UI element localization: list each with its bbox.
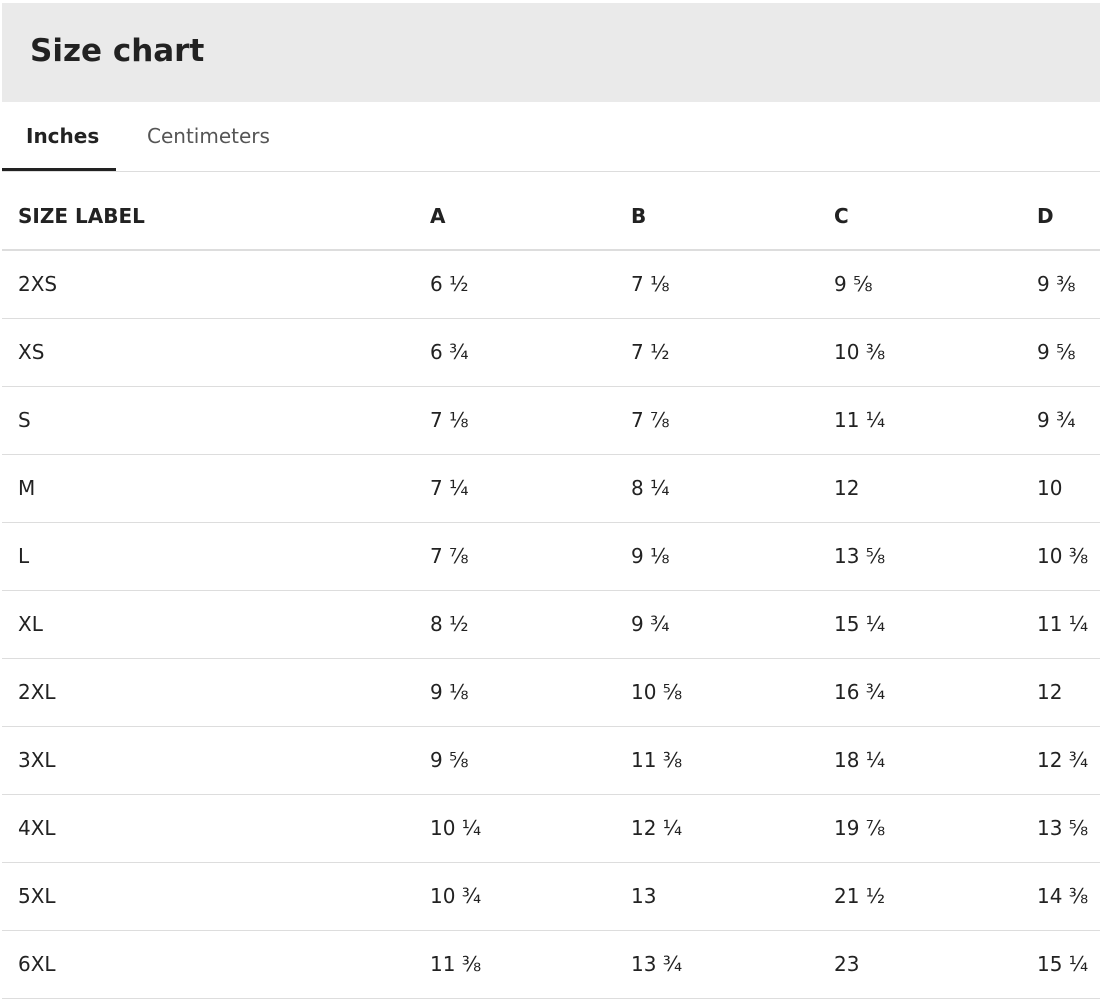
measurement: 6 ½	[430, 272, 469, 296]
measurement: 10 ⅝	[631, 680, 683, 704]
measurement: 10	[1037, 476, 1063, 500]
measurement: 18 ¼	[834, 748, 886, 772]
measurement: 15 ¼	[834, 612, 886, 636]
measurement: 13 ⅝	[1037, 816, 1089, 840]
size-table: SIZE LABEL A B C D 2XS 6 ½ 7 ⅛ 9 ⅝ 9 ⅜ XS 6 ¾ 7 ½ 10 …	[2, 172, 1100, 999]
size-label: 2XS	[18, 272, 58, 296]
measurement: 13 ⅝	[834, 544, 886, 568]
measurement: 23	[834, 952, 860, 976]
size-label: XS	[18, 340, 45, 364]
measurement: 8 ¼	[631, 476, 670, 500]
measurement: 7 ⅛	[430, 408, 469, 432]
table-row: 2XL 9 ⅛ 10 ⅝ 16 ¾ 12	[2, 659, 1100, 727]
measurement: 14 ⅜	[1037, 884, 1089, 908]
measurement: 10 ¼	[430, 816, 482, 840]
measurement: 10 ¾	[430, 884, 482, 908]
column-header: C	[834, 204, 849, 228]
table-row: 4XL 10 ¼ 12 ¼ 19 ⅞ 13 ⅝	[2, 795, 1100, 863]
title: Size chart	[30, 33, 205, 69]
measurement: 9 ⅜	[1037, 272, 1076, 296]
measurement: 10 ⅜	[1037, 544, 1089, 568]
measurement: 7 ⅛	[631, 272, 670, 296]
size-label: 3XL	[18, 748, 56, 772]
measurement: 9 ⅛	[430, 680, 469, 704]
measurement: 13 ¾	[631, 952, 683, 976]
measurement: 12 ¼	[631, 816, 683, 840]
measurement: 9 ⅛	[631, 544, 670, 568]
measurement: 6 ¾	[430, 340, 469, 364]
measurement: 9 ⅝	[834, 272, 873, 296]
column-header: SIZE LABEL	[18, 204, 145, 228]
size-label: L	[18, 544, 30, 568]
measurement: 13	[631, 884, 657, 908]
table-row: 2XS 6 ½ 7 ⅛ 9 ⅝ 9 ⅜	[2, 251, 1100, 319]
measurement: 8 ½	[430, 612, 469, 636]
active-tab-indicator	[2, 168, 116, 171]
table-row: M 7 ¼ 8 ¼ 12 10	[2, 455, 1100, 523]
measurement: 21 ½	[834, 884, 886, 908]
column-header: D	[1037, 204, 1054, 228]
measurement: 12	[834, 476, 860, 500]
measurement: 12	[1037, 680, 1063, 704]
measurement: 11 ⅜	[430, 952, 482, 976]
table-row: 6XL 11 ⅜ 13 ¾ 23 15 ¼	[2, 931, 1100, 999]
measurement: 7 ½	[631, 340, 670, 364]
size-label: XL	[18, 612, 43, 636]
tab[interactable]: Inches	[26, 124, 100, 148]
header-row: SIZE LABEL A B C D	[2, 172, 1100, 251]
measurement: 7 ⅞	[631, 408, 670, 432]
column-header: B	[631, 204, 647, 228]
measurement: 11 ⅜	[631, 748, 683, 772]
size-label: 5XL	[18, 884, 56, 908]
size-label: M	[18, 476, 36, 500]
table-row: L 7 ⅞ 9 ⅛ 13 ⅝ 10 ⅜	[2, 523, 1100, 591]
size-label: 6XL	[18, 952, 56, 976]
size-label: 2XL	[18, 680, 56, 704]
tab[interactable]: Centimeters	[147, 124, 270, 148]
measurement: 7 ¼	[430, 476, 469, 500]
title-bar: Size chart	[2, 3, 1100, 102]
measurement: 15 ¼	[1037, 952, 1089, 976]
measurement: 11 ¼	[1037, 612, 1089, 636]
table-row: XS 6 ¾ 7 ½ 10 ⅜ 9 ⅝	[2, 319, 1100, 387]
measurement: 12 ¾	[1037, 748, 1089, 772]
column-header: A	[430, 204, 446, 228]
tab-bar: Inches Centimeters	[2, 102, 1100, 172]
measurement: 9 ¾	[1037, 408, 1076, 432]
table-row: XL 8 ½ 9 ¾ 15 ¼ 11 ¼	[2, 591, 1100, 659]
measurement: 16 ¾	[834, 680, 886, 704]
size-label: S	[18, 408, 31, 432]
measurement: 19 ⅞	[834, 816, 886, 840]
measurement: 7 ⅞	[430, 544, 469, 568]
table-row: 5XL 10 ¾ 13 21 ½ 14 ⅜	[2, 863, 1100, 931]
measurement: 9 ⅝	[1037, 340, 1076, 364]
table-row: 3XL 9 ⅝ 11 ⅜ 18 ¼ 12 ¾	[2, 727, 1100, 795]
measurement: 9 ⅝	[430, 748, 469, 772]
measurement: 10 ⅜	[834, 340, 886, 364]
measurement: 9 ¾	[631, 612, 670, 636]
table-row: S 7 ⅛ 7 ⅞ 11 ¼ 9 ¾	[2, 387, 1100, 455]
size-label: 4XL	[18, 816, 56, 840]
measurement: 11 ¼	[834, 408, 886, 432]
